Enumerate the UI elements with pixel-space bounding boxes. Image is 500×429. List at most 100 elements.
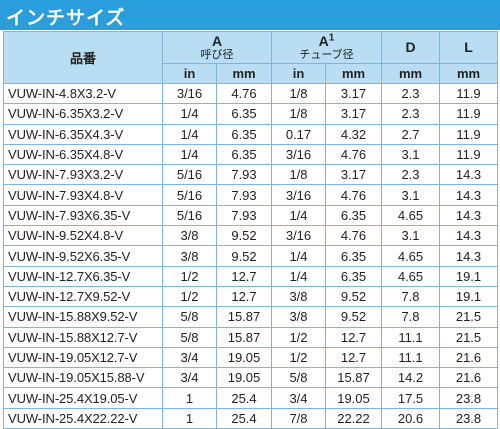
part-number-cell: VUW-IN-9.52X4.8-V: [3, 225, 163, 247]
l-cell: 21.5: [439, 306, 498, 328]
a1-mm-cell: 15.87: [325, 367, 382, 389]
table-row: VUW-IN-19.05X15.88-V 3/4 19.05 5/8 15.87 14.2…: [3, 367, 498, 389]
a-in-cell: 1/2: [162, 265, 217, 287]
a-mm-cell: 12.7: [216, 285, 272, 308]
table-row: VUW-IN-25.4X22.22-V 1 25.4 7/8 22.22 20.6 23.8: [3, 407, 498, 429]
d-cell: 3.1: [381, 143, 440, 166]
l-cell: 11.9: [439, 82, 498, 105]
a-mm-cell: 6.35: [216, 123, 272, 145]
a-in-cell: 5/16: [162, 164, 217, 186]
a-in-cell: 5/16: [162, 204, 217, 227]
a1-in-cell: 3/16: [271, 225, 326, 247]
a1-in-cell: 1/4: [271, 265, 326, 287]
header-d: D: [381, 31, 440, 64]
part-number-cell: VUW-IN-7.93X4.8-V: [3, 184, 163, 206]
a1-in-cell: 5/8: [271, 367, 326, 389]
a-in-cell: 1/2: [162, 285, 217, 308]
a1-in-cell: 1/2: [271, 346, 326, 369]
subheader-a1-in: in: [271, 63, 326, 84]
a1-mm-cell: 3.17: [325, 164, 382, 186]
header-l: L: [439, 31, 498, 64]
d-cell: 3.1: [381, 225, 440, 247]
l-cell: 11.9: [439, 123, 498, 145]
a1-in-cell: 1/4: [271, 204, 326, 227]
table-row: VUW-IN-25.4X19.05-V 1 25.4 3/4 19.05 17.5 23.8: [3, 387, 498, 409]
l-cell: 21.6: [439, 367, 498, 389]
l-cell: 11.9: [439, 103, 498, 125]
part-number-cell: VUW-IN-25.4X22.22-V: [3, 407, 163, 429]
part-number-cell: VUW-IN-25.4X19.05-V: [3, 387, 163, 409]
a1-in-cell: 3/16: [271, 184, 326, 206]
d-cell: 4.65: [381, 204, 440, 227]
a-mm-cell: 19.05: [216, 367, 272, 389]
a-mm-cell: 6.35: [216, 103, 272, 125]
table-row: VUW-IN-7.93X3.2-V 5/16 7.93 1/8 3.17 2.3 14.3: [3, 164, 498, 186]
a1-mm-cell: 3.17: [325, 103, 382, 125]
table-row: VUW-IN-6.35X3.2-V 1/4 6.35 1/8 3.17 2.3 11.9: [3, 103, 498, 125]
a-in-cell: 5/8: [162, 326, 217, 348]
a1-in-cell: 1/8: [271, 82, 326, 105]
l-cell: 21.6: [439, 346, 498, 369]
part-number-cell: VUW-IN-12.7X9.52-V: [3, 285, 163, 308]
part-number-cell: VUW-IN-6.35X3.2-V: [3, 103, 163, 125]
d-cell: 2.3: [381, 103, 440, 125]
table-row: VUW-IN-15.88X9.52-V 5/8 15.87 3/8 9.52 7.8 21.…: [3, 306, 498, 328]
table-row: VUW-IN-9.52X6.35-V 3/8 9.52 1/4 6.35 4.65 14.3: [3, 245, 498, 267]
d-cell: 17.5: [381, 387, 440, 409]
l-cell: 14.3: [439, 204, 498, 227]
a-in-cell: 5/16: [162, 184, 217, 206]
part-number-cell: VUW-IN-15.88X9.52-V: [3, 306, 163, 328]
d-cell: 11.1: [381, 346, 440, 369]
subheader-a1-mm: mm: [325, 63, 382, 84]
header-a-note: 呼び径: [200, 48, 234, 61]
l-cell: 14.3: [439, 184, 498, 206]
subheader-d-mm: mm: [381, 63, 440, 84]
d-cell: 20.6: [381, 407, 440, 429]
a1-in-cell: 3/8: [271, 285, 326, 308]
a1-mm-cell: 19.05: [325, 387, 382, 409]
a1-in-cell: 3/16: [271, 143, 326, 166]
table-row: VUW-IN-6.35X4.3-V 1/4 6.35 0.17 4.32 2.7 11.9: [3, 123, 498, 145]
a-mm-cell: 7.93: [216, 184, 272, 206]
a-in-cell: 1/4: [162, 103, 217, 125]
a-in-cell: 1: [162, 387, 217, 409]
a-in-cell: 1: [162, 407, 217, 429]
a1-mm-cell: 9.52: [325, 285, 382, 308]
part-number-cell: VUW-IN-9.52X6.35-V: [3, 245, 163, 267]
table-row: VUW-IN-7.93X4.8-V 5/16 7.93 3/16 4.76 3.1 14.3: [3, 184, 498, 206]
table-row: VUW-IN-12.7X6.35-V 1/2 12.7 1/4 6.35 4.65 19.1: [3, 265, 498, 287]
l-cell: 14.3: [439, 225, 498, 247]
a1-in-cell: 1/4: [271, 245, 326, 267]
d-cell: 2.7: [381, 123, 440, 145]
section-title: インチサイズ: [6, 7, 126, 29]
part-number-cell: VUW-IN-19.05X12.7-V: [3, 346, 163, 369]
subheader-a-in: in: [162, 63, 217, 84]
a1-mm-cell: 6.35: [325, 204, 382, 227]
header-a1-label: A1: [318, 31, 335, 49]
header-a: A 呼び径: [162, 31, 272, 64]
part-number-cell: VUW-IN-7.93X3.2-V: [3, 164, 163, 186]
l-cell: 14.3: [439, 164, 498, 186]
part-number-cell: VUW-IN-19.05X15.88-V: [3, 367, 163, 389]
header-a-label: A: [211, 32, 223, 49]
table-row: VUW-IN-4.8X3.2-V 3/16 4.76 1/8 3.17 2.3 11.9: [3, 82, 498, 105]
subheader-l-mm: mm: [439, 63, 498, 84]
a-in-cell: 1/4: [162, 123, 217, 145]
d-cell: 2.3: [381, 82, 440, 105]
a1-in-cell: 3/4: [271, 387, 326, 409]
a-in-cell: 3/8: [162, 225, 217, 247]
a1-mm-cell: 4.76: [325, 184, 382, 206]
subheader-a-mm: mm: [216, 63, 272, 84]
d-cell: 7.8: [381, 306, 440, 328]
header-a1-note: チューブ径: [299, 48, 354, 61]
a1-mm-cell: 6.35: [325, 265, 382, 287]
header-part-number: 品番: [3, 31, 163, 84]
d-cell: 4.65: [381, 245, 440, 267]
a-in-cell: 3/4: [162, 367, 217, 389]
a1-mm-cell: 12.7: [325, 326, 382, 348]
part-number-cell: VUW-IN-6.35X4.8-V: [3, 143, 163, 166]
a-mm-cell: 7.93: [216, 204, 272, 227]
a1-in-cell: 1/8: [271, 103, 326, 125]
a-mm-cell: 15.87: [216, 326, 272, 348]
a1-mm-cell: 6.35: [325, 245, 382, 267]
